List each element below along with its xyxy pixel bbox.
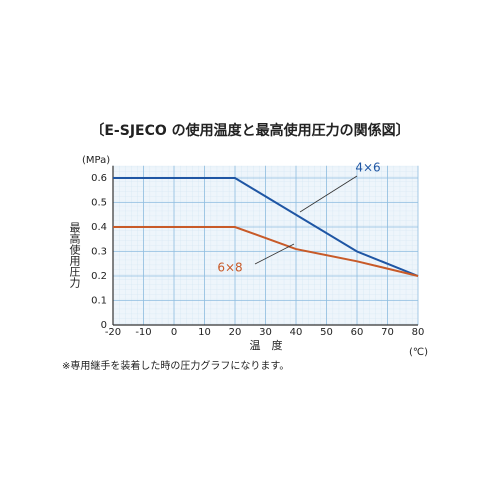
x-tick-label: 60 <box>351 327 364 338</box>
series-label: 6×8 <box>217 261 242 275</box>
x-tick-label: 50 <box>320 327 333 338</box>
x-tick-label: 40 <box>290 327 303 338</box>
series-line <box>113 177 419 277</box>
y-tick-label: 0.1 <box>91 296 107 307</box>
y-tick-label: 0.2 <box>91 271 107 282</box>
y-axis-label: 最高使用圧力 <box>68 222 81 288</box>
x-tick-label: 70 <box>381 327 394 338</box>
note: ※専用継手を装着した時の圧力グラフになります。 <box>62 359 289 372</box>
y-tick-label: 0.5 <box>91 198 107 209</box>
chart-title: 〔E-SJECO の使用温度と最高使用圧力の関係図〕 <box>90 122 409 139</box>
y-tick-label: 0 <box>101 320 107 331</box>
x-axis-label: 温 度 <box>250 338 283 352</box>
x-tick-label: 30 <box>259 327 272 338</box>
x-unit: (℃) <box>409 347 428 358</box>
y-unit: (MPa) <box>82 155 110 166</box>
x-tick-label: -20 <box>105 327 121 338</box>
x-tick-label: 0 <box>171 327 177 338</box>
x-tick-label: 20 <box>229 327 242 338</box>
leader-line <box>299 175 358 213</box>
leader-line <box>254 243 295 265</box>
y-tick-label: 0.3 <box>91 247 107 258</box>
x-tick-label: 10 <box>198 327 211 338</box>
series-line <box>113 226 419 277</box>
x-tick-label: -10 <box>135 327 151 338</box>
series-label: 4×6 <box>355 161 380 175</box>
x-tick-label: 80 <box>412 327 425 338</box>
y-tick-label: 0.6 <box>91 173 107 184</box>
y-tick-label: 0.4 <box>91 222 107 233</box>
